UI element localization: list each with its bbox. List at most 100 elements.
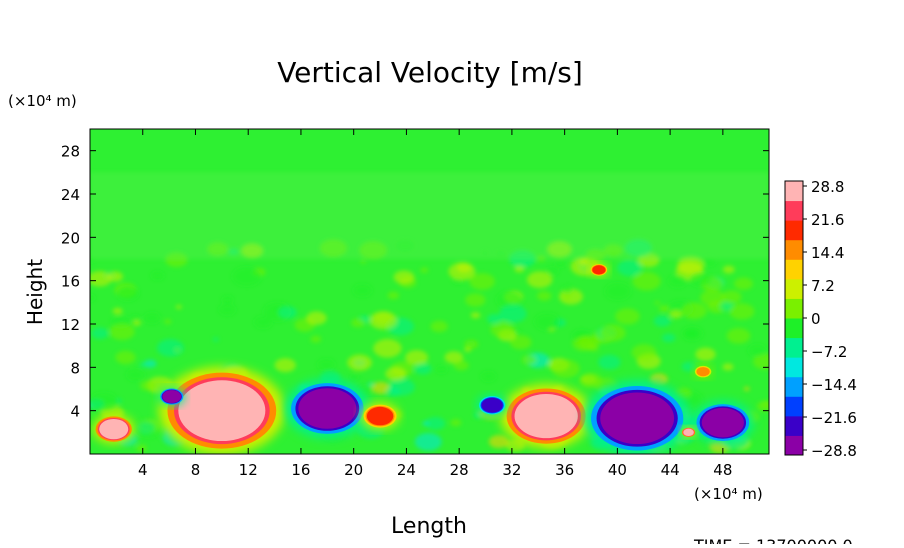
texture-blob (734, 277, 753, 290)
texture-blob (91, 327, 109, 340)
texture-blob (753, 353, 769, 370)
colorbar-swatch (785, 415, 803, 436)
heatmap-cell (692, 401, 754, 444)
x-axis-ticks: 4 8 12 16 20 24 28 32 36 40 44 48 (138, 129, 732, 479)
colorbar-tick-label: 28.8 (811, 178, 844, 196)
y-axis-ticks: 4 8 12 16 20 24 28 (61, 143, 769, 421)
texture-blob (658, 305, 670, 313)
texture-blob (653, 315, 671, 327)
heatmap-cell (158, 366, 285, 454)
texture-blob (373, 338, 402, 358)
texture-blob (144, 359, 157, 368)
texture-blob (632, 271, 661, 291)
texture-blob (555, 260, 566, 268)
texture-blob (729, 303, 755, 320)
texture-blob (563, 295, 571, 301)
y-tick-label: 16 (61, 273, 80, 291)
x-tick-label: 20 (344, 461, 363, 479)
colorbar-swatch (785, 220, 803, 241)
texture-blob (490, 321, 515, 338)
texture-blob (600, 324, 626, 342)
texture-blob (605, 282, 631, 300)
texture-band (90, 172, 769, 259)
texture-blob (726, 328, 751, 344)
heatmap-cell (92, 414, 135, 444)
texture-blob (526, 271, 553, 289)
texture-blob (151, 271, 164, 280)
heatmap-cell (693, 364, 713, 379)
colorbar-swatch (785, 239, 803, 260)
texture-blob (132, 320, 142, 326)
texture-blob (425, 417, 446, 430)
texture-blob (90, 294, 95, 301)
heatmap-cell (680, 426, 697, 438)
texture-blob (631, 344, 657, 361)
texture-blob (450, 419, 462, 427)
texture-blob (681, 302, 707, 320)
heatmap-cell-ring (162, 390, 181, 404)
texture-blob (387, 291, 400, 300)
texture-blob (435, 365, 447, 374)
texture-blob (469, 273, 495, 290)
colorbar-swatch (785, 278, 803, 299)
heatmap-cell-ring (298, 388, 357, 429)
heatmap-cells (92, 263, 754, 454)
y-axis-unit: (×10⁴ m) (8, 92, 77, 110)
texture-blob (668, 275, 687, 288)
texture-blob (140, 380, 156, 391)
heatmap-cell (476, 394, 508, 416)
texture-blob (514, 329, 521, 334)
texture-blob (164, 319, 172, 325)
y-tick-label: 12 (61, 316, 80, 334)
texture-blob (278, 306, 297, 319)
heatmap-cell-ring (481, 397, 503, 413)
texture-blob (109, 323, 135, 341)
x-tick-label: 48 (713, 461, 732, 479)
texture-blob (534, 313, 561, 331)
texture-blob (521, 355, 537, 365)
texture-blob (722, 265, 735, 274)
texture-blob (617, 259, 642, 277)
heatmap-cell (500, 384, 593, 449)
heatmap-cell (285, 379, 370, 438)
x-tick-label: 28 (450, 461, 469, 479)
texture-blob (702, 257, 716, 266)
x-tick-label: 24 (397, 461, 416, 479)
texture-blob (654, 301, 660, 305)
texture-blob (306, 311, 327, 325)
colorbar-tick-label: 0 (811, 310, 821, 328)
heatmap-cell (583, 380, 691, 454)
x-tick-label: 32 (502, 461, 521, 479)
colorbar-swatch (785, 181, 803, 202)
texture-blob (695, 347, 716, 362)
texture-blob (156, 339, 184, 357)
texture-blob (368, 382, 374, 386)
heatmap-cell (158, 387, 186, 406)
texture-blob (615, 308, 640, 325)
texture-blob (481, 371, 496, 382)
colorbar-tick-label: 7.2 (811, 277, 835, 295)
colorbar-tick-label: 14.4 (811, 244, 844, 262)
colorbar-swatch (785, 435, 803, 456)
texture-blob (144, 312, 161, 324)
texture-blob (700, 289, 726, 307)
y-axis-label: Height (23, 259, 47, 325)
y-tick-label: 28 (61, 143, 80, 161)
x-tick-label: 40 (608, 461, 627, 479)
colorbar-tick-label: 21.6 (811, 211, 844, 229)
texture-blob (743, 386, 750, 391)
texture-blob (579, 372, 603, 389)
texture-blob (488, 434, 509, 449)
texture-blob (756, 401, 769, 412)
texture-blob (385, 386, 401, 397)
texture-blob (212, 337, 219, 342)
texture-blob (393, 270, 415, 285)
heatmap-cell-ring (600, 392, 675, 445)
texture-blob (371, 381, 391, 394)
texture-blob (561, 286, 574, 294)
texture-blob (353, 284, 372, 297)
x-tick-label: 36 (555, 461, 574, 479)
texture-blob (90, 419, 94, 424)
texture-blob (444, 351, 464, 364)
